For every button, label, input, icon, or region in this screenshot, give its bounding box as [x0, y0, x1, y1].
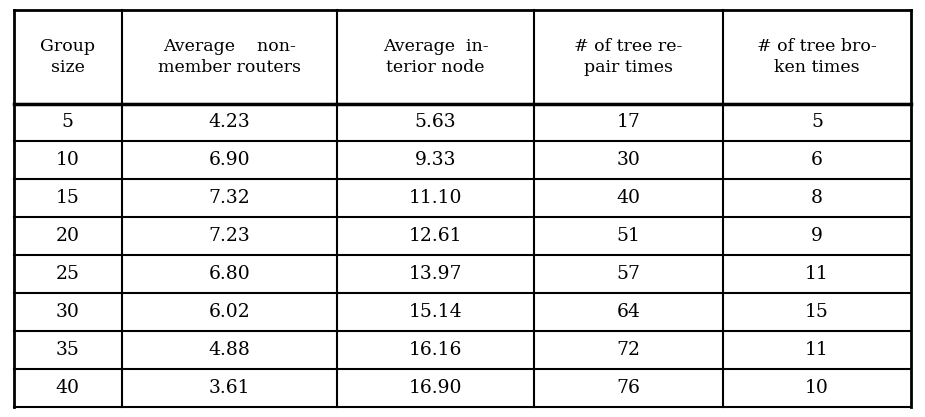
Text: 10: 10	[56, 151, 80, 169]
Text: 40: 40	[56, 379, 80, 397]
Text: 5.63: 5.63	[414, 113, 456, 131]
Text: 17: 17	[617, 113, 640, 131]
Text: 5: 5	[62, 113, 74, 131]
Text: 76: 76	[617, 379, 640, 397]
Text: 40: 40	[616, 189, 640, 207]
Text: 35: 35	[56, 341, 80, 359]
Text: 72: 72	[616, 341, 640, 359]
Text: 57: 57	[616, 265, 640, 283]
Text: 7.23: 7.23	[208, 227, 250, 245]
Text: 15: 15	[56, 189, 80, 207]
Text: 6.90: 6.90	[208, 151, 250, 169]
Text: 20: 20	[56, 227, 80, 245]
Text: 8: 8	[811, 189, 823, 207]
Text: # of tree bro-
ken times: # of tree bro- ken times	[757, 38, 877, 76]
Text: 6: 6	[811, 151, 823, 169]
Text: 15: 15	[805, 303, 829, 321]
Text: 3.61: 3.61	[208, 379, 250, 397]
Text: 6.80: 6.80	[208, 265, 250, 283]
Text: 64: 64	[617, 303, 640, 321]
Text: 51: 51	[617, 227, 640, 245]
Text: 9.33: 9.33	[414, 151, 456, 169]
Text: 13.97: 13.97	[409, 265, 462, 283]
Text: 30: 30	[617, 151, 640, 169]
Text: Average  in-
terior node: Average in- terior node	[383, 38, 488, 76]
Text: 11.10: 11.10	[409, 189, 462, 207]
Text: 11: 11	[805, 341, 829, 359]
Text: 16.16: 16.16	[409, 341, 462, 359]
Text: 5: 5	[811, 113, 823, 131]
Text: 11: 11	[805, 265, 829, 283]
Text: # of tree re-
pair times: # of tree re- pair times	[574, 38, 683, 76]
Text: 30: 30	[56, 303, 80, 321]
Text: 6.02: 6.02	[208, 303, 250, 321]
Text: 12.61: 12.61	[409, 227, 462, 245]
Text: 10: 10	[805, 379, 829, 397]
Text: Average    non-
member routers: Average non- member routers	[158, 38, 301, 76]
Text: 4.88: 4.88	[208, 341, 250, 359]
Text: 4.23: 4.23	[208, 113, 250, 131]
Text: 15.14: 15.14	[409, 303, 462, 321]
Text: 25: 25	[56, 265, 80, 283]
Text: 7.32: 7.32	[208, 189, 250, 207]
Text: 16.90: 16.90	[409, 379, 462, 397]
Text: 9: 9	[811, 227, 823, 245]
Text: Group
size: Group size	[40, 38, 95, 76]
